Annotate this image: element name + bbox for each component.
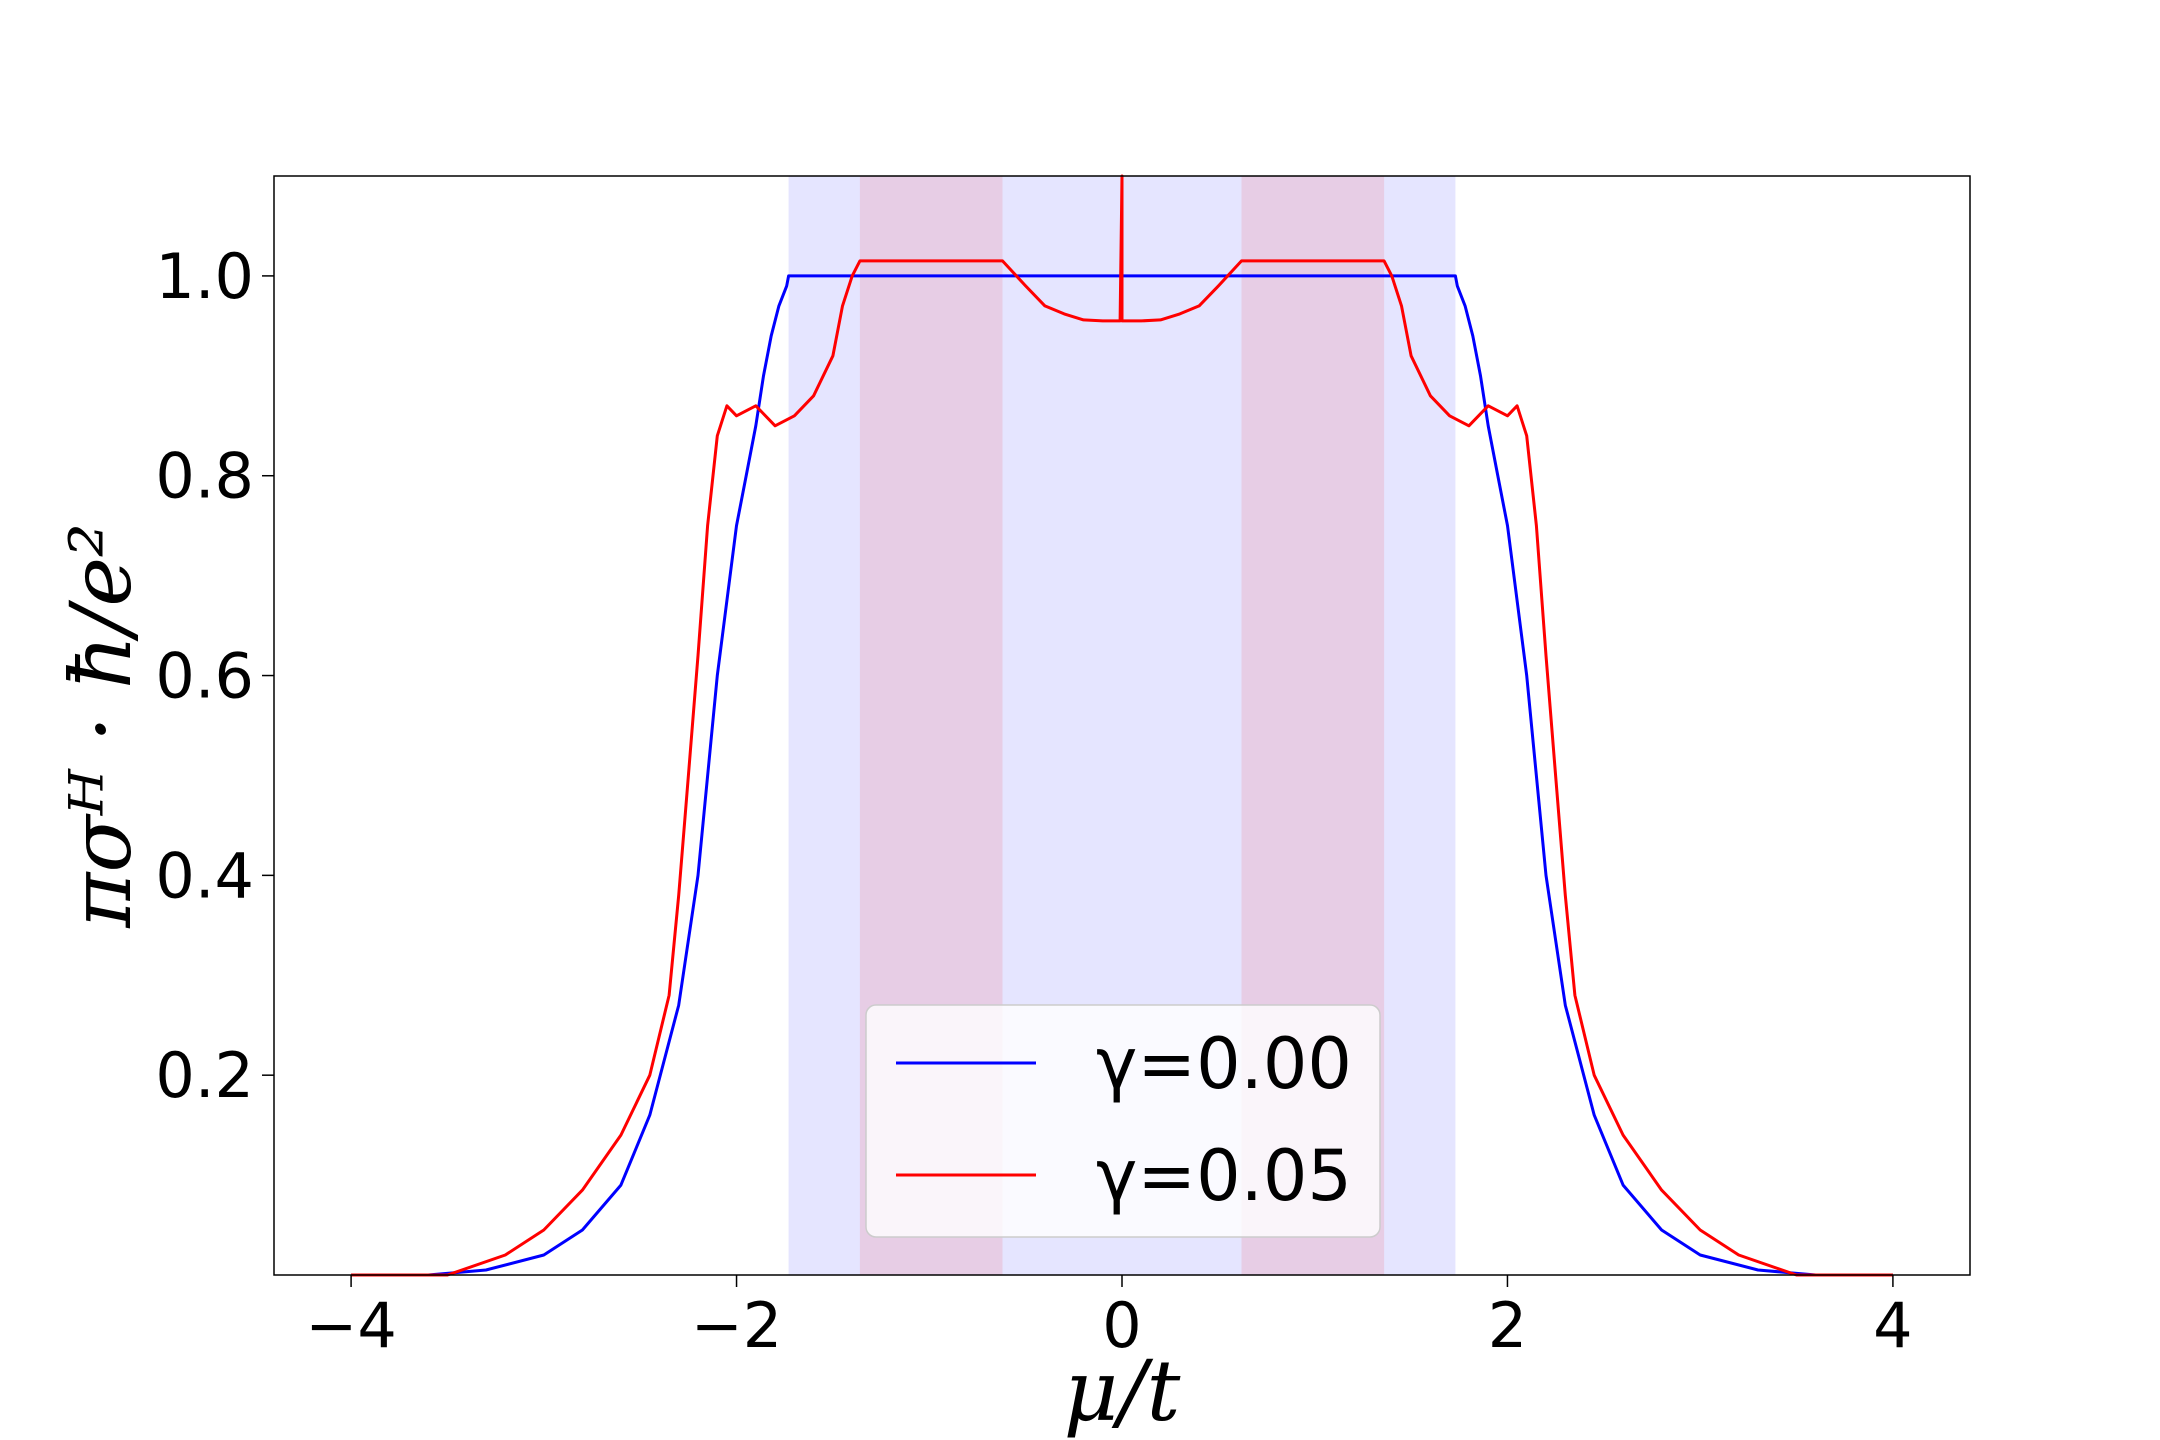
y-tick-label: 0.2 xyxy=(155,1039,254,1112)
series-lines xyxy=(351,174,1893,1277)
legend-label-1: γ=0.05 xyxy=(1096,1135,1352,1217)
x-tick-label: −4 xyxy=(305,1289,396,1362)
x-tick-label: −2 xyxy=(691,1289,782,1362)
y-axis-ticks: 0.2 0.4 0.6 0.8 1.0 xyxy=(155,240,274,1112)
x-axis-ticks: −4 −2 0 2 4 xyxy=(305,1275,1913,1362)
y-tick-label: 0.8 xyxy=(155,440,254,513)
y-tick-label: 1.0 xyxy=(155,240,254,313)
x-axis-label: μ/t xyxy=(1064,1342,1181,1440)
legend: γ=0.00 γ=0.05 xyxy=(865,1004,1381,1238)
y-axis-label: πσᴴ · ħ/e² xyxy=(52,523,150,929)
y-tick-label: 0.4 xyxy=(155,839,254,912)
series-line-1 xyxy=(351,174,1893,1277)
y-tick-label: 0.6 xyxy=(155,640,254,713)
legend-label-0: γ=0.00 xyxy=(1096,1023,1352,1105)
x-tick-label: 4 xyxy=(1873,1289,1912,1362)
x-tick-label: 0 xyxy=(1102,1289,1141,1362)
x-tick-label: 2 xyxy=(1488,1289,1527,1362)
